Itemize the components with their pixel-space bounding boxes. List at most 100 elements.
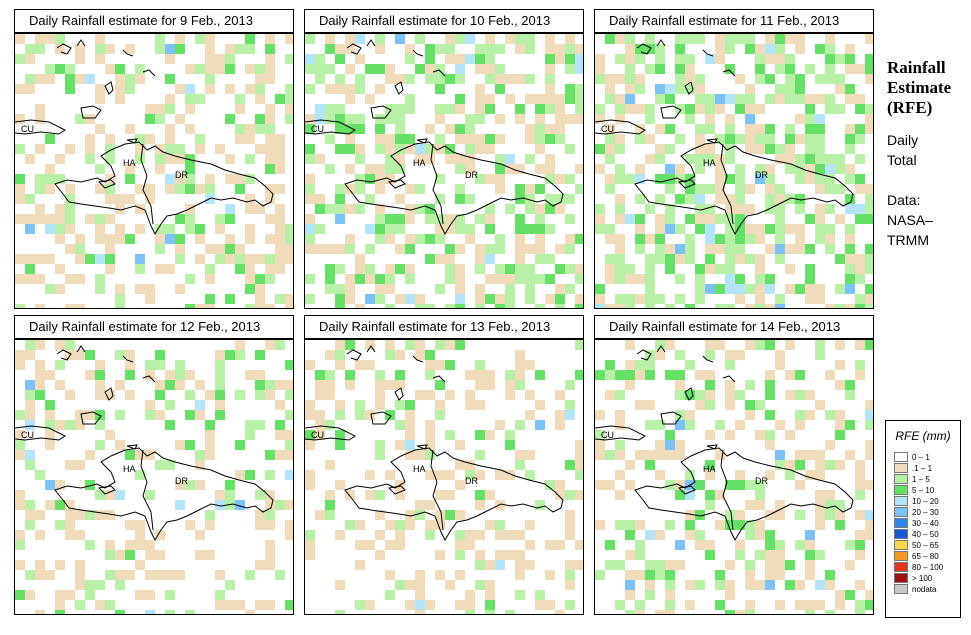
rainfall-cell (575, 560, 583, 570)
rainfall-cell (285, 600, 293, 610)
rainfall-cell (525, 94, 535, 104)
border-path (432, 375, 446, 383)
rainfall-cell (395, 264, 405, 274)
rainfall-cell (285, 114, 293, 124)
rainfall-cell (255, 294, 265, 304)
rainfall-cell (835, 104, 845, 114)
coastlines (595, 345, 854, 542)
rainfall-cell (85, 214, 95, 224)
rainfall-cell (615, 470, 625, 480)
rainfall-cell (755, 234, 765, 244)
rainfall-cell (755, 550, 765, 560)
rainfall-cell (215, 410, 225, 420)
rainfall-cell (625, 44, 635, 54)
rainfall-cell (605, 540, 615, 550)
rainfall-cell (25, 194, 35, 204)
rainfall-cell (765, 94, 775, 104)
rainfall-cell (305, 470, 315, 480)
rainfall-cell (395, 540, 405, 550)
rainfall-cell (635, 610, 645, 614)
rainfall-cell (415, 500, 425, 510)
rainfall-cell (375, 294, 385, 304)
border-path (366, 39, 376, 47)
rainfall-cell (485, 174, 495, 184)
rainfall-cell (75, 510, 85, 520)
rainfall-cell (765, 430, 775, 440)
rainfall-cell (95, 84, 105, 94)
rainfall-cell (155, 154, 165, 164)
rainfall-cell (815, 174, 825, 184)
rainfall-cell (845, 390, 855, 400)
rainfall-cell (345, 144, 355, 154)
rainfall-cell (795, 114, 805, 124)
rainfall-cell (685, 244, 695, 254)
rainfall-cell (445, 244, 455, 254)
rainfall-cell (745, 94, 755, 104)
rainfall-cell (775, 254, 785, 264)
rainfall-cell (245, 370, 255, 380)
rainfall-cell (265, 154, 275, 164)
rainfall-cell (855, 174, 865, 184)
rainfall-cell (795, 460, 805, 470)
rainfall-cell (695, 154, 705, 164)
rainfall-cell (665, 264, 675, 274)
rainfall-cell (595, 164, 605, 174)
rainfall-cell (725, 194, 735, 204)
rainfall-cell (845, 44, 855, 54)
rainfall-cell (215, 380, 225, 390)
rainfall-cell (835, 460, 845, 470)
rainfall-cell (645, 114, 655, 124)
rainfall-cell (515, 254, 525, 264)
rainfall-cell (685, 54, 695, 64)
rainfall-cell (65, 304, 75, 308)
rainfall-cell (765, 124, 775, 134)
rainfall-cell (705, 234, 715, 244)
rainfall-cell (305, 430, 315, 440)
rainfall-cell (785, 124, 795, 134)
rainfall-cell (335, 480, 345, 490)
panel-title: Daily Rainfall estimate for 14 Feb., 201… (594, 315, 874, 339)
rainfall-cell (75, 560, 85, 570)
rainfall-cell (635, 164, 645, 174)
rainfall-cell (845, 274, 855, 284)
rainfall-cell (385, 144, 395, 154)
rainfall-cell (575, 470, 583, 480)
rainfall-cell (565, 490, 575, 500)
rainfall-cell (865, 54, 873, 64)
rainfall-cell (595, 294, 605, 304)
rainfall-cell (755, 164, 765, 174)
rainfall-cell (35, 570, 45, 580)
rainfall-cell (745, 204, 755, 214)
rainfall-cell (775, 44, 785, 54)
rainfall-cell (435, 520, 445, 530)
rainfall-cell (195, 184, 205, 194)
rainfall-cell (175, 360, 185, 370)
rainfall-cell (635, 54, 645, 64)
rainfall-cell (805, 274, 815, 284)
rainfall-cell (155, 410, 165, 420)
rainfall-cell (85, 480, 95, 490)
rainfall-cell (545, 570, 555, 580)
rainfall-cell (595, 64, 605, 74)
rainfall-cell (505, 74, 515, 84)
rainfall-cell (215, 600, 225, 610)
rainfall-cell (815, 224, 825, 234)
legend-item: > 100 (894, 573, 960, 584)
rainfall-cell (55, 610, 65, 614)
rainfall-cell (675, 164, 685, 174)
rainfall-cell (45, 34, 55, 44)
rainfall-cell (305, 530, 315, 540)
rainfall-cell (385, 304, 395, 308)
rainfall-cell (395, 380, 405, 390)
rainfall-cell (865, 244, 873, 254)
legend-label: 50 – 65 (912, 541, 939, 550)
rainfall-cell (405, 600, 415, 610)
rainfall-cell (285, 234, 293, 244)
legend-swatch (894, 463, 908, 473)
border-path (722, 69, 736, 77)
coastline-path (684, 81, 694, 95)
rainfall-cell (605, 304, 615, 308)
rainfall-cell (865, 410, 873, 420)
rainfall-cell (475, 174, 485, 184)
rainfall-cell (255, 84, 265, 94)
